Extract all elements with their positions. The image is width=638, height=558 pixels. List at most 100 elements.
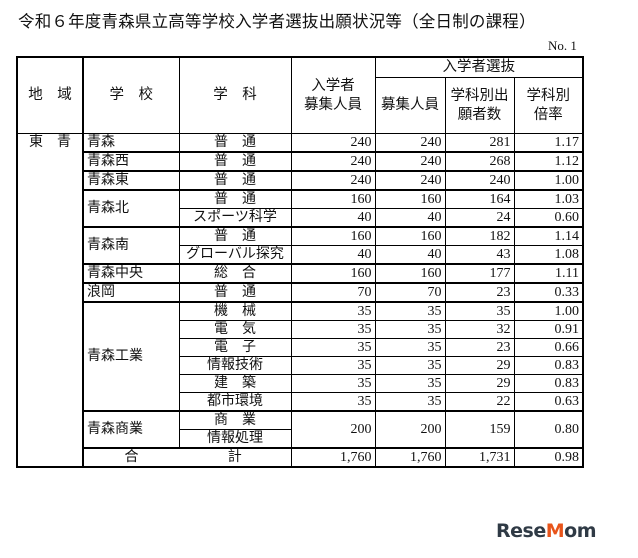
table-row: 建 築 35 35 29 0.83 [17, 374, 584, 393]
ratio-cell: 0.80 [513, 410, 584, 449]
sel-quota-cell: 70 [374, 282, 446, 303]
quota-cell: 35 [290, 320, 376, 339]
subject-name: スポーツ科学 [178, 208, 292, 228]
sel-quota-cell: 40 [374, 208, 446, 228]
quota-cell: 70 [290, 282, 376, 303]
ratio-cell: 1.17 [513, 133, 584, 153]
applicants-cell: 22 [444, 392, 515, 412]
subject-name: 総 合 [178, 263, 292, 284]
ratio-cell: 0.63 [513, 392, 584, 412]
ratio-cell: 0.33 [513, 282, 584, 303]
quota-cell: 200 [290, 410, 376, 449]
header-sel-quota: 募集人員 [374, 77, 446, 134]
applicants-cell: 24 [444, 208, 515, 228]
quota-cell: 160 [290, 263, 376, 284]
school-name: 青森商業 [82, 410, 180, 449]
total-label-a: 合 [82, 447, 179, 468]
header-school: 学 校 [82, 56, 180, 134]
quota-cell: 40 [290, 245, 376, 265]
sel-quota-cell: 240 [374, 133, 446, 153]
sel-quota-cell: 35 [374, 320, 446, 339]
subject-name: 情報技術 [178, 356, 292, 375]
subject-name: 普 通 [178, 133, 292, 153]
applicants-cell: 164 [444, 189, 515, 209]
school-name: 浪岡 [82, 282, 180, 303]
page-number: No. 1 [548, 38, 577, 53]
applicants-cell: 177 [444, 263, 515, 284]
total-ratio: 0.98 [513, 447, 584, 468]
quota-cell: 35 [290, 301, 376, 321]
quota-cell: 40 [290, 208, 376, 228]
resemom-logo: ReseMom [496, 520, 597, 542]
table-row: 情報技術 35 35 29 0.83 [17, 356, 584, 375]
ratio-cell: 1.03 [513, 189, 584, 209]
subject-name: 普 通 [178, 170, 292, 191]
total-quota: 1,760 [290, 447, 376, 468]
table-row: 情報処理 [17, 429, 583, 449]
table-row: 青森工業機 械 35 35 35 1.00 [17, 301, 584, 412]
applicants-cell: 281 [444, 133, 515, 153]
applicants-cell: 29 [444, 374, 515, 393]
applicants-cell: 43 [444, 245, 515, 265]
quota-cell: 240 [290, 170, 376, 191]
region-cell: 東 青 [16, 133, 84, 448]
subject-name: 普 通 [178, 282, 292, 303]
table-row: 青森中央総 合 160 160 177 1.11 [17, 263, 584, 284]
table-row: 青森南普 通 160 160 182 1.14 [17, 226, 584, 265]
page-title: 令和６年度青森県立高等学校入学者選抜出願状況等（全日制の課程） [18, 12, 536, 31]
subject-name: 電 子 [178, 338, 292, 357]
ratio-cell: 0.83 [513, 356, 584, 375]
header-quota: 入学者 募集人員 [290, 56, 376, 134]
subject-name: グローバル探究 [178, 245, 292, 265]
sel-quota-cell: 35 [374, 301, 446, 321]
ratio-cell: 1.00 [513, 301, 584, 321]
quota-cell: 35 [290, 374, 376, 393]
ratio-cell: 1.11 [513, 263, 584, 284]
quota-cell: 240 [290, 133, 376, 153]
applicants-cell: 182 [444, 226, 515, 246]
total-sel-quota: 1,760 [374, 447, 446, 468]
table-row: 青森東普 通 240 240 240 1.00 [17, 170, 584, 191]
applicants-cell: 32 [444, 320, 515, 339]
application-status-table: 地 域 学 校 学 科 入学者 募集人員 入学者選抜 募集人員 学科別出 願者数 学… [16, 56, 584, 468]
quota-cell: 240 [290, 151, 376, 172]
subject-name: 都市環境 [178, 392, 292, 412]
sel-quota-cell: 160 [374, 226, 446, 246]
quota-cell: 160 [290, 226, 376, 246]
school-name: 青森東 [82, 170, 180, 191]
total-row: 合計 1,760 1,760 1,731 0.98 [16, 447, 584, 468]
applicants-cell: 35 [444, 301, 515, 321]
subject-name: 普 通 [178, 151, 292, 172]
sel-quota-cell: 35 [374, 392, 446, 412]
header-ratio: 学科別 倍率 [513, 77, 584, 134]
school-name: 青森中央 [82, 263, 180, 284]
ratio-cell: 0.60 [513, 208, 584, 228]
sel-quota-cell: 35 [374, 338, 446, 357]
school-name: 青森 [82, 133, 180, 153]
applicants-cell: 268 [444, 151, 515, 172]
subject-name: 商 業 [178, 410, 292, 430]
applicants-cell: 159 [444, 410, 515, 449]
ratio-cell: 1.14 [513, 226, 584, 246]
table-row: 青森西普 通 240 240 268 1.12 [17, 151, 584, 172]
subject-name: 情報処理 [178, 429, 292, 449]
applicants-cell: 23 [444, 282, 515, 303]
sel-quota-cell: 35 [374, 356, 446, 375]
applicants-cell: 23 [444, 338, 515, 357]
applicants-cell: 240 [444, 170, 515, 191]
header-applicants: 学科別出 願者数 [444, 77, 515, 134]
ratio-cell: 0.66 [513, 338, 584, 357]
ratio-cell: 0.83 [513, 374, 584, 393]
sel-quota-cell: 240 [374, 170, 446, 191]
total-label-b: 計 [179, 447, 292, 468]
sel-quota-cell: 160 [374, 189, 446, 209]
quota-cell: 35 [290, 338, 376, 357]
school-name: 青森工業 [82, 301, 180, 412]
ratio-cell: 1.08 [513, 245, 584, 265]
subject-name: 電 気 [178, 320, 292, 339]
quota-cell: 35 [290, 392, 376, 412]
table-row: スポーツ科学 40 40 24 0.60 [17, 208, 584, 228]
table-row: 電 気 35 35 32 0.91 [17, 320, 584, 339]
sel-quota-cell: 240 [374, 151, 446, 172]
quota-cell: 160 [290, 189, 376, 209]
